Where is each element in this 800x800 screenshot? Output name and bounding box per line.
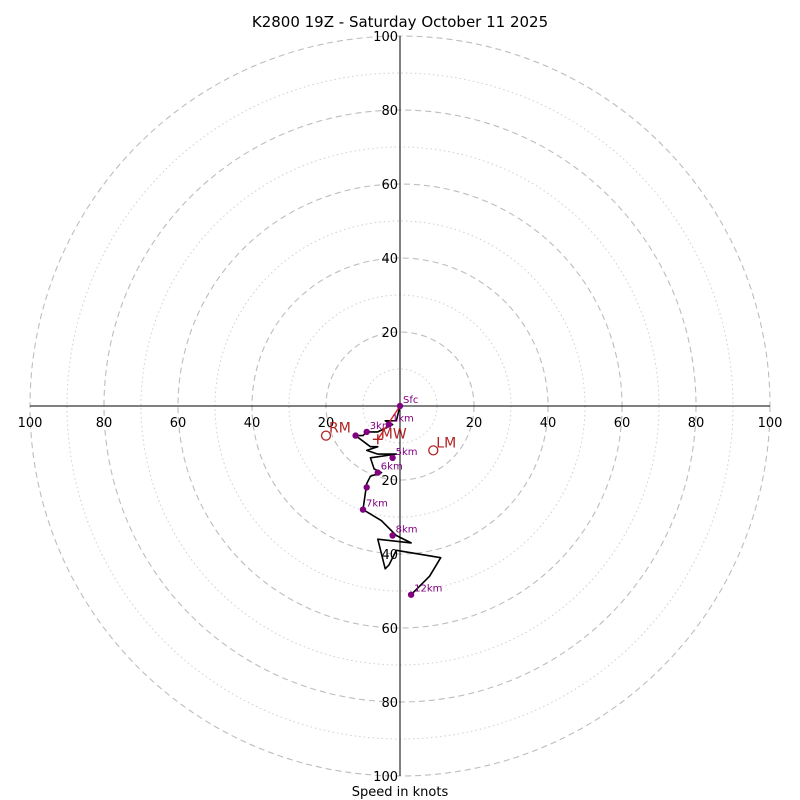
storm-motion-marker-lm xyxy=(428,445,439,456)
height-point-12km xyxy=(407,591,415,598)
storm-motion-markers: RM LM MW xyxy=(320,421,456,456)
height-point-label-Sfc: Sfc xyxy=(403,395,418,406)
height-point-label-7km: 7km xyxy=(366,499,388,510)
tick-label-bottom-80: 80 xyxy=(381,696,398,711)
tick-label-top-40: 40 xyxy=(381,252,398,267)
tick-label-right-80: 80 xyxy=(688,416,705,431)
tick-label-left-60: 60 xyxy=(170,416,187,431)
tick-label-left-20: 20 xyxy=(318,416,335,431)
height-point-5km xyxy=(389,454,396,461)
tick-label-right-40: 40 xyxy=(540,416,557,431)
tick-label-top-100: 100 xyxy=(373,30,398,45)
mean-wind-label: MW xyxy=(381,426,407,442)
hodograph-trace-group xyxy=(354,405,442,596)
height-point-1km xyxy=(385,421,393,428)
tick-label-bottom-20: 20 xyxy=(381,474,398,489)
height-point-label-5km: 5km xyxy=(396,447,418,458)
height-point-label-3km: 3km xyxy=(370,421,392,432)
hodograph-trace xyxy=(354,405,442,596)
tick-label-top-60: 60 xyxy=(381,178,398,193)
storm-motion-label-lm: LM xyxy=(436,435,456,451)
height-point-7km xyxy=(359,506,367,513)
tick-label-right-100: 100 xyxy=(758,416,783,431)
tick-label-left-100: 100 xyxy=(18,416,43,431)
height-point-label-12km: 12km xyxy=(414,584,442,595)
height-point-6 xyxy=(363,484,370,491)
tick-labels: 20 20 20 20 40 40 40 40 60 60 60 60 80 80 80 80 100 100 10… xyxy=(18,30,783,785)
tick-label-right-60: 60 xyxy=(614,416,631,431)
tick-label-left-80: 80 xyxy=(96,416,113,431)
tick-label-top-80: 80 xyxy=(381,104,398,119)
tick-label-right-20: 20 xyxy=(466,416,483,431)
x-axis-label: Speed in knots xyxy=(352,785,449,800)
tick-label-bottom-100: 100 xyxy=(373,770,398,785)
storm-motion-label-rm: RM xyxy=(329,421,351,437)
height-point-label-8km: 8km xyxy=(396,525,418,536)
height-point-label-1km: 1km xyxy=(392,414,414,425)
tick-label-left-40: 40 xyxy=(244,416,261,431)
tick-label-top-20: 20 xyxy=(381,326,398,341)
tick-label-bottom-60: 60 xyxy=(381,622,398,637)
storm-motion-marker-rm xyxy=(320,430,332,441)
tick-label-bottom-40: 40 xyxy=(381,548,398,563)
height-point-3 xyxy=(352,432,359,439)
height-point-3km xyxy=(363,428,370,436)
height-point-Sfc xyxy=(396,402,404,410)
chart-title: K2800 19Z - Saturday October 11 2025 xyxy=(252,13,548,31)
height-point-6km xyxy=(374,469,381,476)
height-point-label-6km: 6km xyxy=(381,462,403,473)
height-point-8km xyxy=(389,532,396,539)
